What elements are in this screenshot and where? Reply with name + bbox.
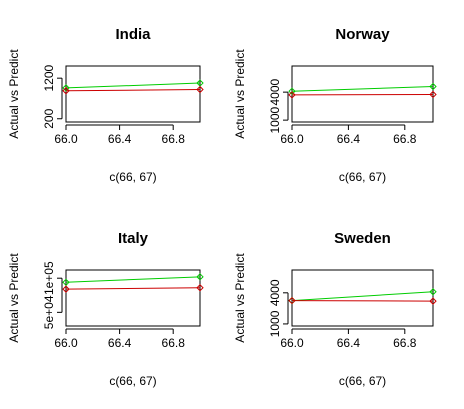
x-tick-label: 66.0 [280, 336, 304, 350]
y-tick-label: 1000 [268, 106, 282, 133]
plot-frame [292, 66, 433, 122]
y-tick-label: 1200 [42, 65, 56, 92]
series-red-line [66, 288, 200, 289]
chart-title: Norway [335, 26, 390, 43]
x-axis-label: c(66, 67) [109, 170, 156, 184]
series-green-line [66, 83, 200, 88]
y-tick-label: 1000 [268, 310, 282, 337]
y-axis-label: Actual vs Predict [233, 253, 247, 343]
x-tick-label: 66.4 [337, 132, 361, 146]
chart-title: Italy [118, 230, 149, 247]
x-tick-label: 66.8 [393, 132, 417, 146]
panel-india: India 66.0 66.4 66.8 c(66, 67) 200 1200 Actual … [7, 26, 203, 184]
series-green-line [66, 277, 200, 282]
x-tick-label: 66.0 [280, 132, 304, 146]
chart-title: India [115, 26, 151, 43]
series-red-line [292, 301, 433, 302]
plot-frame [66, 270, 200, 326]
y-tick-label: 5e+04 [42, 295, 56, 329]
plot-frame [66, 66, 200, 122]
series-green-line [292, 87, 433, 92]
x-tick-label: 66.8 [162, 132, 186, 146]
chart-title: Sweden [334, 230, 391, 247]
y-axis-label: Actual vs Predict [7, 49, 21, 139]
panel-sweden: Sweden 66.0 66.4 66.8 c(66, 67) 1000 4000 Actua… [233, 230, 436, 388]
x-tick-label: 66.4 [108, 336, 132, 350]
y-tick-label: 1e+05 [42, 261, 56, 295]
y-axis-label: Actual vs Predict [233, 49, 247, 139]
x-tick-label: 66.4 [337, 336, 361, 350]
x-tick-label: 66.4 [108, 132, 132, 146]
x-tick-label: 66.0 [54, 132, 78, 146]
y-tick-label: 4000 [268, 279, 282, 306]
x-tick-label: 66.8 [162, 336, 186, 350]
y-tick-label: 200 [42, 108, 56, 128]
x-axis-label: c(66, 67) [109, 374, 156, 388]
x-axis-label: c(66, 67) [339, 170, 386, 184]
series-red-line [66, 90, 200, 91]
x-tick-label: 66.8 [393, 336, 417, 350]
y-tick-label: 4000 [268, 78, 282, 105]
x-tick-label: 66.0 [54, 336, 78, 350]
plot-frame [292, 270, 433, 326]
y-axis-label: Actual vs Predict [7, 253, 21, 343]
series-green-line [292, 292, 433, 301]
x-axis-label: c(66, 67) [339, 374, 386, 388]
